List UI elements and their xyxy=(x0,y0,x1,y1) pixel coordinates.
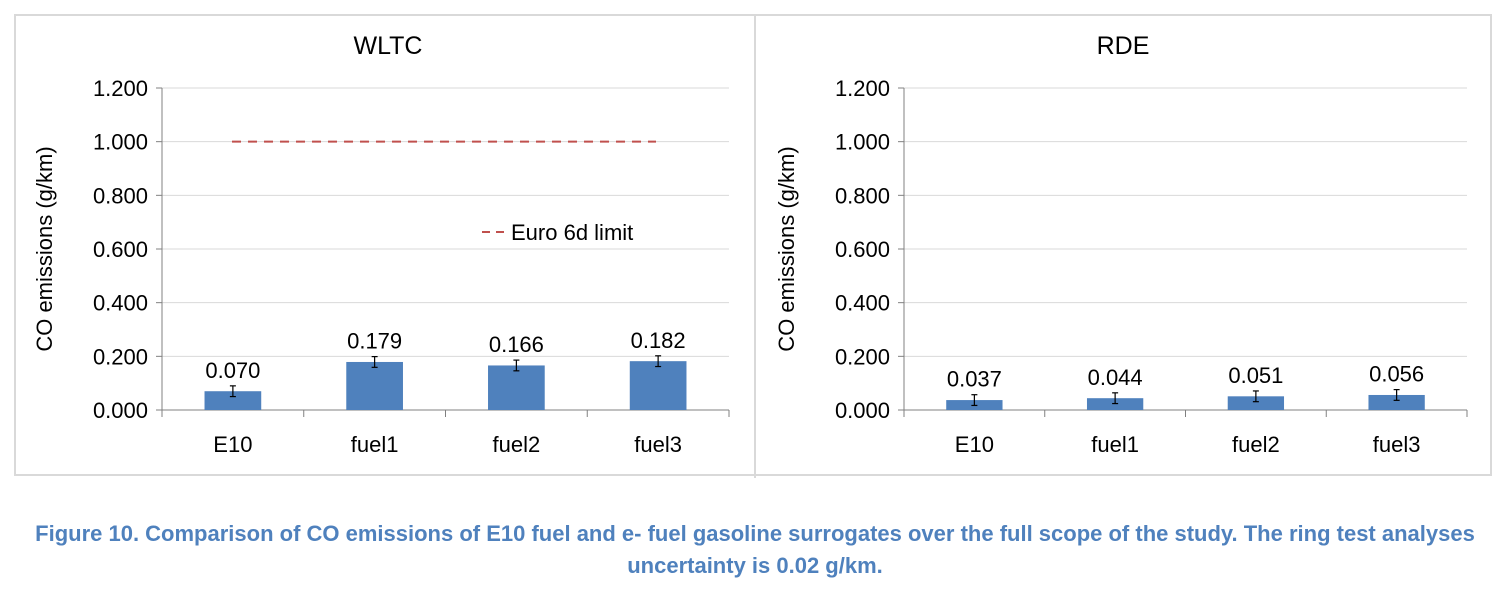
y-tick-label: 0.600 xyxy=(835,237,890,262)
data-label-fuel1: 0.044 xyxy=(1088,365,1143,390)
y-tick-label: 0.400 xyxy=(835,291,890,316)
legend-label-limit: Euro 6d limit xyxy=(511,220,633,245)
y-tick-label: 0.200 xyxy=(93,344,148,369)
chart-title: WLTC xyxy=(354,32,423,60)
charts-svg: WLTC 0.000 0.200 0.400 0.600 0.800 1.000 1.200 C… xyxy=(32,16,1468,478)
data-label-fuel2: 0.166 xyxy=(489,332,544,357)
x-tick-label-fuel3: fuel3 xyxy=(1373,432,1421,457)
x-tick-label-fuel3: fuel3 xyxy=(634,432,682,457)
x-tick-label-fuel1: fuel1 xyxy=(351,432,399,457)
x-tick-label-E10: E10 xyxy=(213,432,252,457)
y-tick-label: 1.200 xyxy=(835,76,890,101)
y-tick-label: 0.400 xyxy=(93,291,148,316)
y-tick-label: 0.800 xyxy=(93,183,148,208)
y-tick-label: 1.200 xyxy=(93,76,148,101)
chart-panel-rde: RDE 0.000 0.200 0.400 0.600 0.800 1.000 1.200 CO… xyxy=(774,32,1468,457)
chart-title: RDE xyxy=(1097,32,1150,60)
bar-E10 xyxy=(204,391,262,410)
chart-panel-wltc: WLTC 0.000 0.200 0.400 0.600 0.800 1.000 1.200 C… xyxy=(32,32,730,457)
data-label-fuel3: 0.056 xyxy=(1369,362,1424,387)
charts-frame: WLTC 0.000 0.200 0.400 0.600 0.800 1.000 1.200 C… xyxy=(14,14,1492,478)
y-tick-label: 0.200 xyxy=(835,344,890,369)
x-tick-label-E10: E10 xyxy=(955,432,994,457)
y-tick-label: 0.600 xyxy=(93,237,148,262)
data-label-E10: 0.070 xyxy=(205,358,260,383)
y-axis-label: CO emissions (g/km) xyxy=(774,146,799,351)
data-label-fuel2: 0.051 xyxy=(1228,363,1283,388)
y-axis-label: CO emissions (g/km) xyxy=(32,146,57,351)
figure-caption: Figure 10. Comparison of CO emissions of… xyxy=(35,521,1475,578)
x-tick-label-fuel1: fuel1 xyxy=(1091,432,1139,457)
bar-fuel3 xyxy=(629,361,687,410)
data-label-E10: 0.037 xyxy=(947,367,1002,392)
bar-fuel2 xyxy=(488,365,545,410)
y-tick-label: 1.000 xyxy=(93,130,148,155)
data-label-fuel3: 0.182 xyxy=(631,328,686,353)
y-tick-label: 1.000 xyxy=(835,130,890,155)
x-tick-label-fuel2: fuel2 xyxy=(493,432,541,457)
bar-fuel1 xyxy=(346,361,403,410)
y-tick-label: 0.800 xyxy=(835,183,890,208)
data-label-fuel1: 0.179 xyxy=(347,329,402,354)
x-tick-label-fuel2: fuel2 xyxy=(1232,432,1280,457)
bar-fuel3 xyxy=(1368,394,1425,410)
bar-fuel2 xyxy=(1227,396,1285,410)
y-tick-label: 0.000 xyxy=(835,398,890,423)
y-tick-label: 0.000 xyxy=(93,398,148,423)
